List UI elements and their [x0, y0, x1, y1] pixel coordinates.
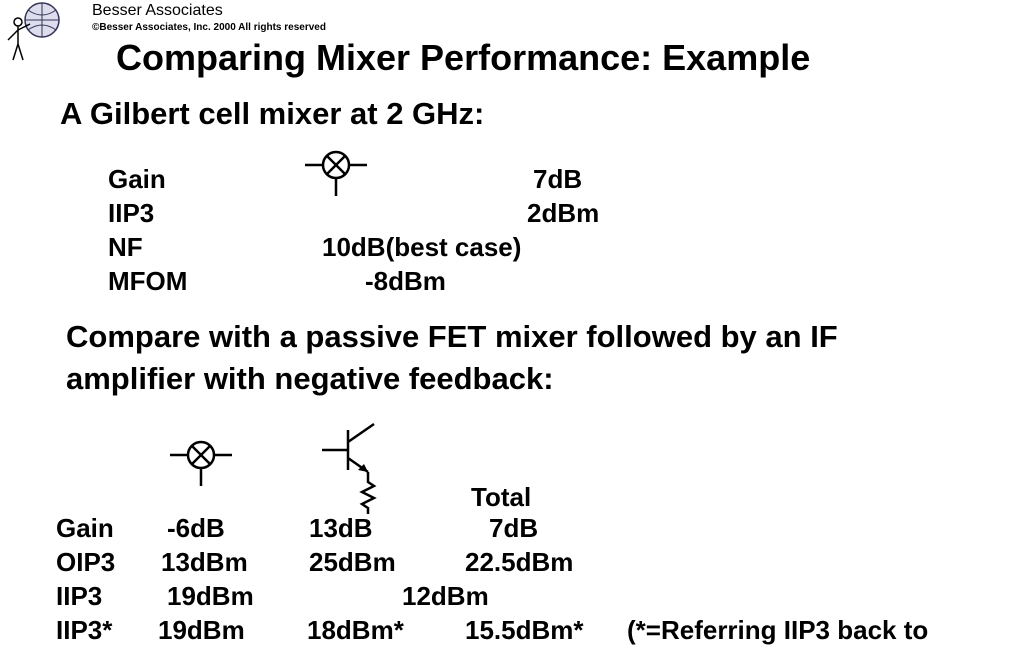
label: IIP3* [56, 615, 113, 645]
section-heading: Compare with a passive FET mixer followe… [66, 319, 838, 354]
value: -6dB [167, 513, 225, 543]
label: IIP3 [56, 581, 103, 611]
value: 19dBm [158, 615, 245, 645]
mixer-symbol [305, 150, 367, 196]
copyright: ©Besser Associates, Inc. 2000 All rights… [92, 22, 326, 33]
label: NF [108, 232, 143, 262]
column-header: Total [471, 482, 532, 512]
section-heading: amplifier with negative feedback: [66, 361, 554, 396]
label: OIP3 [56, 547, 116, 577]
label: Gain [56, 513, 114, 543]
value: 18dBm* [307, 615, 404, 645]
value: -8dBm [365, 266, 446, 296]
label: MFOM [108, 266, 188, 296]
value: 10dB(best case) [322, 232, 522, 262]
value: 22.5dBm [465, 547, 574, 577]
value: 25dBm [309, 547, 396, 577]
mixer-symbol [170, 440, 232, 486]
value: 13dBm [161, 547, 248, 577]
note: (*=Referring IIP3 back to [627, 615, 929, 645]
value: 7dB [489, 513, 539, 543]
company: Besser Associates [92, 2, 223, 19]
logo [7, 2, 60, 61]
value: 13dB [309, 513, 373, 543]
label: Gain [108, 164, 166, 194]
transistor-symbol [322, 422, 377, 514]
label: IIP3 [108, 198, 155, 228]
section-heading: A Gilbert cell mixer at 2 GHz: [60, 96, 485, 131]
slide-title: Comparing Mixer Performance: Example [116, 37, 811, 78]
value: 7dB [533, 164, 583, 194]
value: 12dBm [402, 581, 489, 611]
value: 2dBm [527, 198, 600, 228]
value: 19dBm [167, 581, 254, 611]
value: 15.5dBm* [465, 615, 584, 645]
slide: Besser Associates ©Besser Associates, In… [7, 2, 929, 643]
